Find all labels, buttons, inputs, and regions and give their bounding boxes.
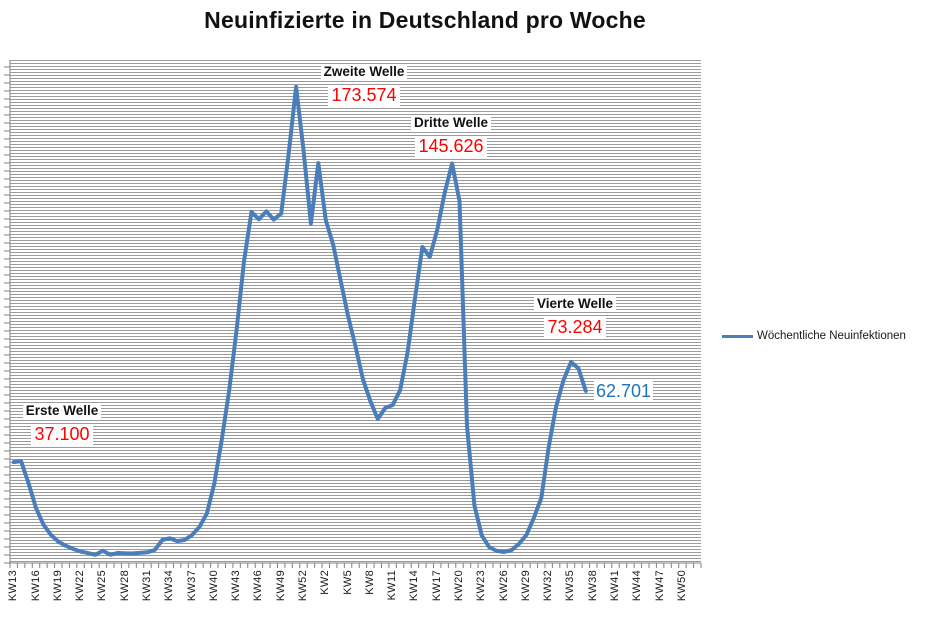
legend-line-sample-icon <box>722 334 753 338</box>
x-axis-label: KW11 <box>386 570 399 601</box>
last-value-data-label: 62.701 <box>594 381 654 402</box>
annotation-erste-welle: Erste Welle 37.100 <box>14 402 110 445</box>
x-axis-label: KW34 <box>163 570 176 602</box>
infections-line <box>11 84 588 557</box>
x-axis-label: KW44 <box>631 570 644 602</box>
plot-area[interactable] <box>10 60 701 563</box>
annotation-dritte-welle: Dritte Welle 145.626 <box>402 114 500 157</box>
legend[interactable]: Wöchentliche Neuinfektionen <box>722 330 906 342</box>
x-axis-label: KW26 <box>497 570 510 602</box>
x-axis-label: KW50 <box>675 570 688 602</box>
annotation-dritte-welle-value: 145.626 <box>415 136 487 157</box>
x-axis-label: KW47 <box>653 570 666 602</box>
x-axis-label: KW2 <box>319 570 332 595</box>
x-axis-label: KW16 <box>29 570 42 602</box>
x-axis-label: KW46 <box>252 570 265 602</box>
annotation-vierte-welle: Vierte Welle 73.284 <box>526 295 624 338</box>
x-axis-label: KW19 <box>51 570 64 602</box>
x-axis-label: KW20 <box>453 570 466 602</box>
x-axis-label: KW35 <box>564 570 577 602</box>
annotation-erste-welle-label: Erste Welle <box>22 403 102 418</box>
annotation-vierte-welle-label: Vierte Welle <box>533 296 617 311</box>
x-axis-label: KW22 <box>74 570 87 602</box>
x-axis-label: KW40 <box>207 570 220 602</box>
x-axis-label: KW29 <box>519 570 532 602</box>
annotation-zweite-welle: Zweite Welle 173.574 <box>315 63 413 106</box>
x-axis-label: KW23 <box>475 570 488 602</box>
chart-title: Neuinfizierte in Deutschland pro Woche <box>204 7 646 33</box>
annotation-erste-welle-value: 37.100 <box>31 424 93 445</box>
x-axis-label: KW8 <box>363 570 376 595</box>
legend-series-label: Wöchentliche Neuinfektionen <box>757 330 906 342</box>
annotation-zweite-welle-value: 173.574 <box>328 85 400 106</box>
x-axis-label: KW13 <box>7 570 20 602</box>
annotation-zweite-welle-label: Zweite Welle <box>320 64 408 79</box>
x-axis-label: KW38 <box>586 570 599 602</box>
x-axis-label: KW25 <box>96 570 109 602</box>
x-axis-label: KW49 <box>274 570 287 602</box>
x-axis-label: KW5 <box>341 570 354 595</box>
annotation-dritte-welle-label: Dritte Welle <box>410 115 492 130</box>
x-axis-label: KW17 <box>430 570 443 602</box>
x-axis-label: KW31 <box>140 570 153 602</box>
x-axis-label: KW41 <box>609 570 622 602</box>
x-axis-label: KW28 <box>118 570 131 602</box>
x-axis-label: KW14 <box>408 570 421 602</box>
x-axis-label: KW37 <box>185 570 198 602</box>
x-axis-label: KW43 <box>230 570 243 602</box>
x-axis-label: KW52 <box>296 570 309 602</box>
x-axis-label: KW32 <box>542 570 555 602</box>
annotation-vierte-welle-value: 73.284 <box>544 317 606 338</box>
